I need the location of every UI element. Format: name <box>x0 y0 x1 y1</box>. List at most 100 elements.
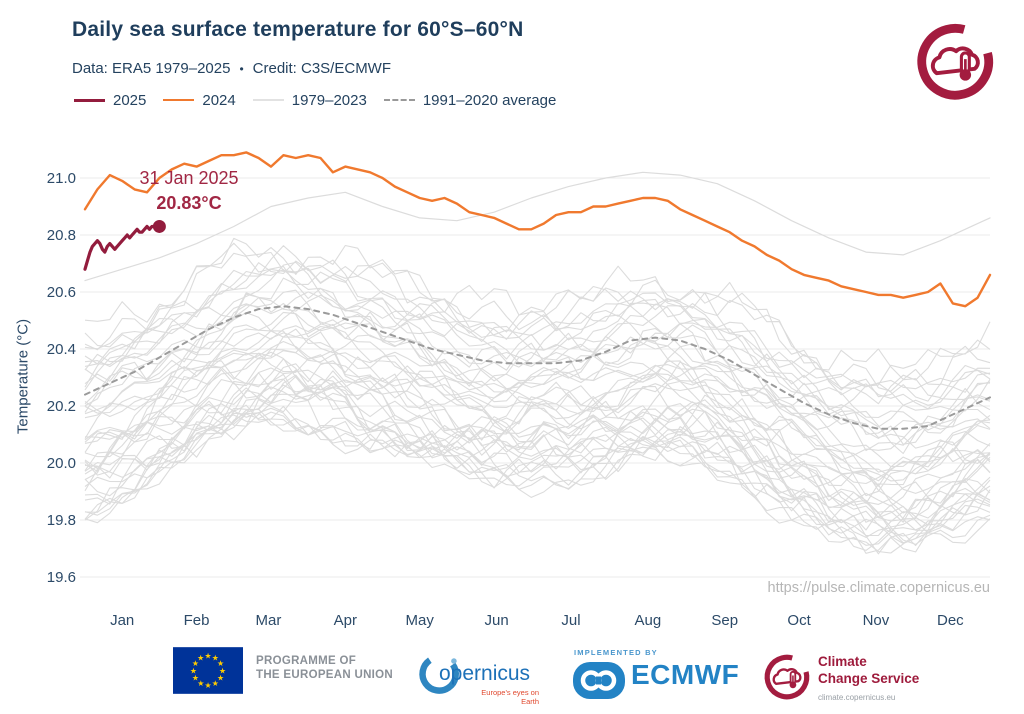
x-tick-label: Mar <box>256 612 282 629</box>
eu-star-icon: ★ <box>217 674 224 683</box>
ecmwf-logo: IMPLEMENTED BY ECMWF <box>573 648 753 708</box>
eu-star-icon: ★ <box>197 654 204 663</box>
page-title: Daily sea surface temperature for 60°S–6… <box>72 18 524 41</box>
y-tick-label: 19.8 <box>47 512 76 529</box>
legend-swatch-2025 <box>74 98 105 102</box>
x-tick-label: Sep <box>711 612 738 629</box>
x-tick-label: Oct <box>787 612 811 629</box>
subtitle: Data: ERA5 1979–2025 • Credit: C3S/ECMWF <box>72 60 391 77</box>
x-tick-label: Aug <box>634 612 661 629</box>
ecmwf-emblem-icon <box>573 662 625 699</box>
background-year-line <box>84 411 991 546</box>
eu-star-icon: ★ <box>192 659 199 668</box>
ccs-name-line2: Change Service <box>818 671 920 686</box>
background-year-line <box>84 414 991 554</box>
annotation-value: 20.83°C <box>156 193 222 213</box>
legend-label: 1979–2023 <box>291 91 367 109</box>
background-year-line <box>84 370 991 523</box>
legend-label: 2025 <box>113 91 147 109</box>
eu-star-icon: ★ <box>212 679 219 688</box>
legend-item-2025: 2025 <box>74 92 146 109</box>
background-year-line <box>84 375 991 508</box>
eu-star-icon: ★ <box>190 666 197 675</box>
background-year-line <box>84 242 991 391</box>
background-year-line <box>84 340 991 485</box>
x-tick-label: Jun <box>484 612 508 629</box>
background-year-line <box>84 277 991 445</box>
y-tick-label: 20.6 <box>47 284 76 301</box>
x-tick-label: May <box>406 612 435 629</box>
eu-star-icon: ★ <box>204 681 211 690</box>
copernicus-wordmark: opernicus <box>439 662 531 685</box>
ecmwf-wordmark: ECMWF <box>631 659 740 690</box>
legend-label: 1991–2020 average <box>422 91 557 109</box>
background-year-line <box>84 260 991 402</box>
y-axis-label: Temperature (°C) <box>14 318 32 435</box>
eu-flag-icon: ★ ★★★★★★★★★★★ <box>173 647 243 694</box>
credit-label: Credit: C3S/ECMWF <box>252 60 392 77</box>
background-year-line <box>84 311 991 468</box>
ccs-crescent-cloud-icon <box>762 650 814 702</box>
legend-item-2024: 2024 <box>163 92 236 109</box>
x-tick-label: Dec <box>937 612 964 629</box>
latest-value-annotation: 31 Jan 2025 20.83°C <box>127 166 251 216</box>
background-year-line <box>84 312 991 461</box>
x-tick-label: Jul <box>561 612 580 629</box>
eu-star-icon: ★ <box>219 666 226 675</box>
background-year-line <box>84 408 991 545</box>
y-tick-label: 20.2 <box>47 398 76 415</box>
background-year-line <box>84 356 991 504</box>
series-2025-end-dot <box>152 219 166 233</box>
background-year-line <box>84 375 991 534</box>
background-year-line <box>84 292 991 455</box>
eu-programme-line2: THE EUROPEAN UNION <box>256 669 394 681</box>
climate-pulse-logo-icon <box>913 16 1001 104</box>
background-year-line <box>84 363 991 518</box>
annotation-date: 31 Jan 2025 <box>139 168 239 188</box>
background-year-line <box>84 386 991 537</box>
ccs-name-line1: Climate <box>818 654 867 669</box>
copernicus-logo: opernicus Europe's eyes on Earth <box>417 648 547 706</box>
legend-swatch-1979-2023 <box>252 99 284 101</box>
series-2024 <box>83 151 992 308</box>
background-year-line <box>84 403 991 551</box>
ccs-url: climate.copernicus.eu <box>818 693 896 702</box>
legend-item-average: 1991–2020 average <box>383 91 557 109</box>
legend-swatch-2024 <box>163 99 195 101</box>
x-tick-label: Feb <box>184 612 210 629</box>
background-year-line <box>84 319 991 449</box>
eu-programme-line1: PROGRAMME OF <box>256 655 357 667</box>
series-2023-top-of-1979-2023-band <box>84 171 991 282</box>
series-2025 <box>83 224 161 271</box>
eu-star-icon: ★ <box>197 679 204 688</box>
watermark-url: https://pulse.climate.copernicus.eu <box>767 580 990 596</box>
background-year-line <box>84 387 991 532</box>
background-year-line <box>84 264 991 390</box>
x-tick-label: Jan <box>110 612 134 629</box>
background-year-line <box>84 387 991 544</box>
background-year-line <box>84 308 991 439</box>
copernicus-tagline: Europe's eyes on Earth <box>481 688 539 706</box>
background-year-line <box>84 358 991 534</box>
background-year-line <box>84 237 991 386</box>
implemented-by-label: IMPLEMENTED BY <box>574 648 658 657</box>
background-year-line <box>84 349 991 482</box>
eu-star-icon: ★ <box>192 674 199 683</box>
background-year-line <box>84 289 991 446</box>
legend-swatch-average <box>383 99 415 101</box>
background-year-line <box>84 330 991 482</box>
background-year-line <box>84 331 991 497</box>
climate-change-service-logo: Climate Change Service climate.copernicu… <box>762 650 942 710</box>
y-tick-label: 20.0 <box>47 455 76 472</box>
background-year-line <box>84 245 991 399</box>
eu-programme-label: PROGRAMME OF THE EUROPEAN UNION <box>256 654 393 682</box>
eu-star-icon: ★ <box>204 652 211 661</box>
background-year-line <box>84 325 991 473</box>
bullet-separator: • <box>239 61 244 76</box>
background-year-line <box>84 373 991 531</box>
background-year-line <box>84 395 991 555</box>
x-tick-label: Apr <box>334 612 357 629</box>
data-source-label: Data: ERA5 1979–2025 <box>72 60 231 77</box>
